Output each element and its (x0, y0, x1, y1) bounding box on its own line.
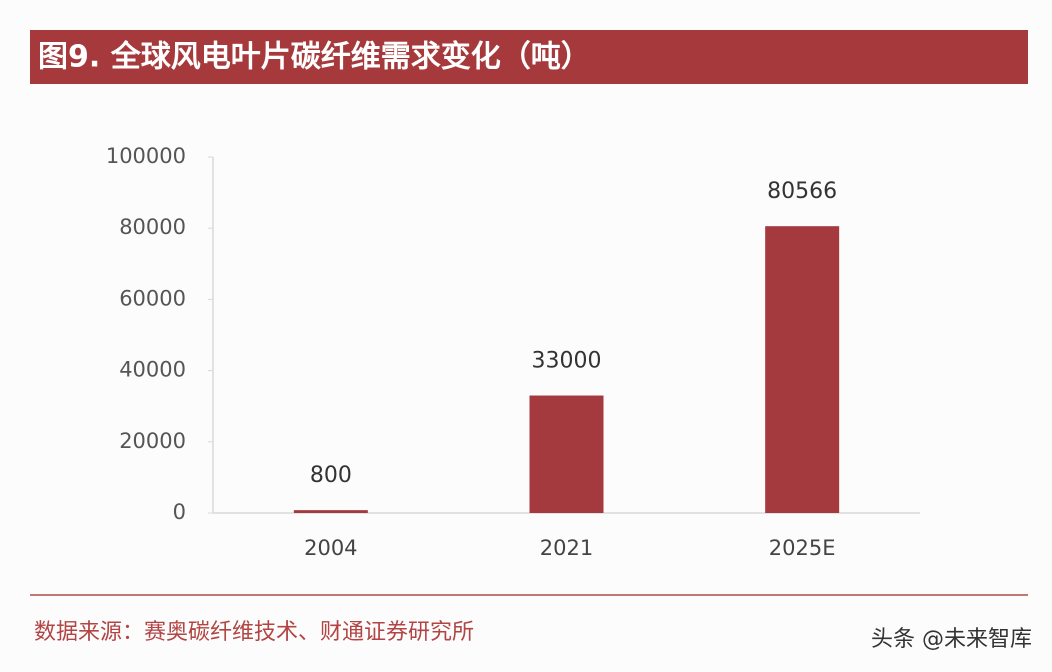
bar (765, 226, 840, 513)
bar (529, 395, 604, 513)
y-tick-label: 60000 (119, 286, 186, 310)
x-tick-label: 2025E (769, 536, 836, 560)
data-label: 33000 (532, 349, 602, 374)
data-label: 80566 (767, 179, 837, 204)
x-tick-label: 2021 (540, 536, 593, 560)
y-tick-label: 20000 (119, 429, 186, 453)
y-tick-label: 40000 (119, 358, 186, 382)
source-note: 数据来源：赛奥碳纤维技术、财通证券研究所 (34, 620, 474, 645)
title-bar (30, 30, 1028, 84)
data-label: 800 (310, 463, 352, 488)
y-tick-label: 0 (173, 500, 186, 524)
bar (293, 510, 368, 513)
y-tick-label: 100000 (106, 144, 186, 168)
watermark: 头条 @未来智库 (871, 627, 1032, 652)
y-tick-label: 80000 (119, 215, 186, 239)
x-tick-label: 2004 (304, 536, 357, 560)
chart-title: 图9. 全球风电叶片碳纤维需求变化（吨） (38, 40, 591, 75)
